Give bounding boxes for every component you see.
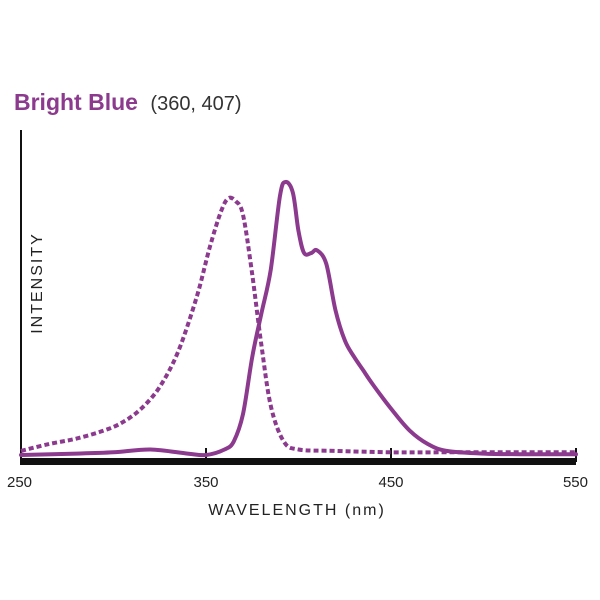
- x-axis-bar: [20, 458, 576, 465]
- x-tick-label: 550: [563, 474, 588, 491]
- x-tick-label: 250: [7, 474, 32, 491]
- chart-title: Bright Blue (360, 407): [14, 89, 242, 115]
- excitation-curve: [20, 195, 576, 455]
- emission-curve: [19, 179, 578, 458]
- chart-subtitle: (360, 407): [150, 93, 241, 115]
- x-axis-label: WAVELENGTH (nm): [208, 502, 386, 519]
- x-tick-label: 350: [193, 474, 218, 491]
- chart-title-name: Bright Blue: [14, 89, 138, 115]
- x-ticks: 250 350 450 550: [7, 448, 588, 491]
- series-group: [19, 179, 578, 458]
- y-axis-label: INTENSITY: [29, 232, 46, 334]
- x-tick-label: 450: [378, 474, 403, 491]
